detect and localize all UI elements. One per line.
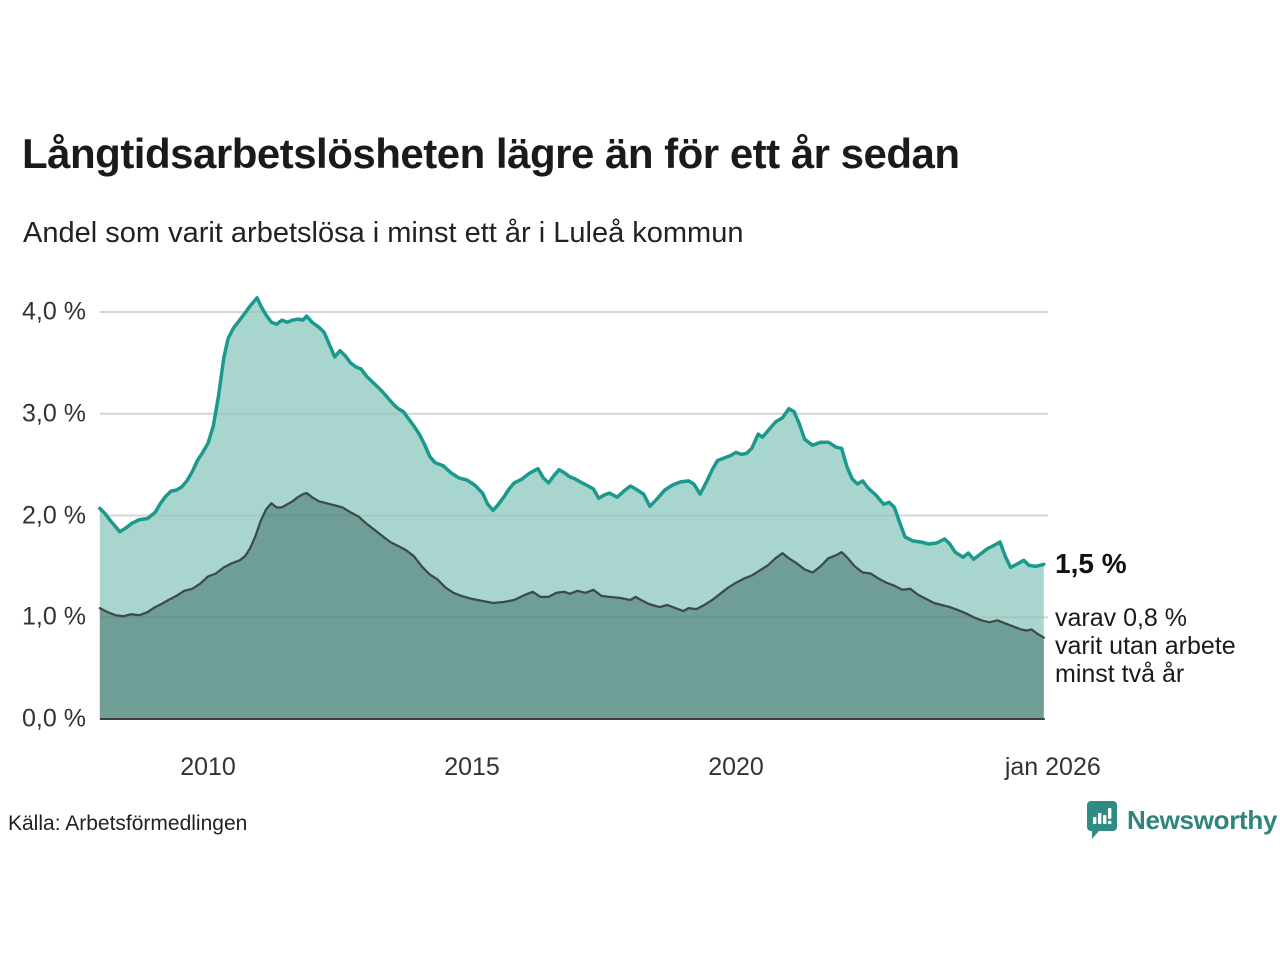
gridlines-overlay [100,311,1048,619]
y-tick-label: 1,0 % [22,602,86,631]
x-tick-label: 2020 [708,753,764,781]
y-tick-label: 0,0 % [22,704,86,733]
y-tick-label: 4,0 % [22,297,86,326]
brand-logo: Newsworthy [1086,800,1277,840]
end-detail-label: varav 0,8 % varit utan arbete minst två år [1055,604,1236,688]
line-two-year [98,491,1045,639]
end-value-label: 1,5 % [1055,548,1127,580]
line-total-one-year [98,296,1046,570]
newsworthy-icon [1087,801,1117,839]
source-note: Källa: Arbetsförmedlingen [8,812,248,835]
x-tick-label: 2015 [444,753,500,781]
page-title: Långtidsarbetslösheten lägre än för ett … [22,130,960,177]
page-subtitle: Andel som varit arbetslösa i minst ett å… [23,217,744,249]
y-tick-label: 3,0 % [22,399,86,428]
brand-name: Newsworthy [1127,804,1278,835]
y-tick-label: 2,0 % [22,501,86,529]
x-tick-label: jan 2026 [1004,753,1101,781]
area-two-year [99,493,1044,719]
x-tick-label: 2010 [180,753,236,781]
